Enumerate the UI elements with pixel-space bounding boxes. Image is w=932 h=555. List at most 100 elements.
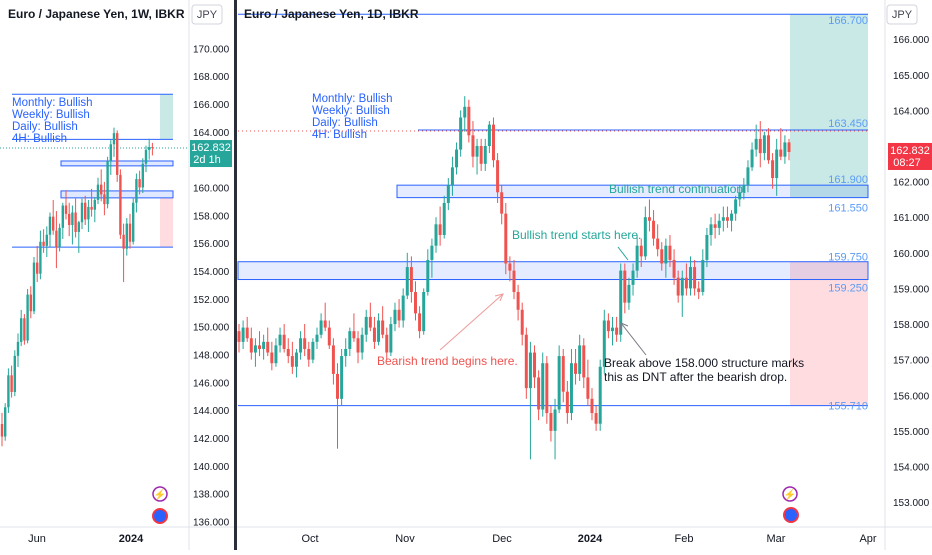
daily-candle-body [410,267,413,292]
daily-candle-body [611,328,614,332]
weekly-candle-body [138,179,140,187]
daily-candle-body [586,377,589,398]
bullish-start-arrow [618,247,628,260]
daily-y-tick-8: 158.000 [893,320,930,331]
daily-candle-body [681,278,684,296]
daily-candle-body [451,167,454,185]
weekly-y-tick-2: 166.000 [193,100,230,111]
weekly-candle-body [1,424,3,437]
daily-level-label-4: 159.750 [828,252,868,264]
daily-candle-body [393,310,396,324]
daily-candle-body [508,264,511,271]
daily-candle-body [283,335,286,349]
daily-candle-body [439,224,442,235]
daily-bias-0: Monthly: Bullish [312,93,393,105]
daily-candle-body [344,349,347,356]
weekly-candle-body [7,375,9,407]
weekly-candle-body [71,212,73,225]
daily-bias-1: Weekly: Bullish [312,105,390,117]
daily-candle-body [525,335,528,388]
daily-candle-body [767,135,770,160]
weekly-candle-body [62,206,64,228]
weekly-candle-body [94,200,96,210]
daily-candle-body [369,317,372,328]
daily-x-tick-2: Dec [492,533,512,545]
weekly-candle-body [135,179,137,203]
daily-candle-body [303,338,306,349]
daily-candle-body [726,217,729,221]
pane-divider[interactable] [234,0,237,550]
daily-candle-body [673,260,676,278]
daily-candle-body [771,160,774,178]
weekly-candle-body [55,231,57,248]
daily-y-tick-10: 156.000 [893,391,930,402]
weekly-candles [1,128,154,447]
weekly-y-tick-10: 150.000 [193,323,230,334]
weekly-candle-body [126,224,128,249]
daily-candle-body [447,185,450,203]
daily-candle-body [279,335,282,346]
daily-candle-body [607,320,610,331]
weekly-candle-body [26,295,28,341]
daily-candle-body [685,278,688,289]
weekly-y-tick-0: 170.000 [193,44,230,55]
daily-candle-body [783,142,786,156]
weekly-candle-body [23,318,25,340]
daily-candle-body [759,139,762,153]
daily-candle-body [710,224,713,235]
daily-level-label-3: 161.550 [828,203,868,215]
daily-candle-body [664,246,667,264]
daily-candle-body [295,353,298,367]
weekly-y-tick-3: 164.000 [193,128,230,139]
weekly-event-icon[interactable] [153,509,167,523]
weekly-currency-label: JPY [197,9,218,21]
daily-event-icon[interactable] [784,508,798,522]
daily-candle-body [677,278,680,296]
weekly-y-tick-5: 160.000 [193,183,230,194]
daily-tp-zone [790,14,868,197]
weekly-last-price-value: 162.832 [191,142,231,154]
daily-candle-body [500,192,503,213]
weekly-candle-body [74,212,76,231]
annotation-bullish-start: Bullish trend starts here. [512,228,641,260]
daily-candle-body [262,342,265,349]
weekly-x-tick-0: Jun [28,533,46,545]
daily-candle-body [545,363,548,413]
daily-candle-body [599,367,602,424]
weekly-bias-1: Weekly: Bullish [12,109,90,121]
daily-candle-body [402,296,405,321]
daily-y-tick-0: 166.000 [893,35,930,46]
weekly-candle-body [30,295,32,312]
daily-x-tick-0: Oct [301,533,318,545]
daily-candle-body [746,167,749,185]
daily-candle-body [730,214,733,221]
daily-candle-body [430,246,433,260]
daily-candle-body [697,288,700,292]
daily-level-label-0: 166.700 [828,15,868,27]
weekly-candle-body [49,217,51,235]
daily-candle-body [250,338,253,352]
daily-candle-body [632,271,635,285]
daily-candle-body [332,345,335,373]
weekly-y-ticks: 170.000168.000166.000164.000162.000160.0… [193,44,230,528]
daily-candle-body [377,320,380,341]
weekly-y-tick-16: 138.000 [193,490,230,501]
break-note-line-2: this as DNT after the bearish drop. [604,370,787,384]
weekly-title: Euro / Japanese Yen, 1W, IBKR [8,7,185,21]
daily-candle-body [627,285,630,303]
bearish-arrow [440,294,503,350]
daily-candle-body [722,217,725,221]
break-note-line-1: Break above 158.000 structure marks [604,356,804,370]
daily-candle-body [315,335,318,342]
weekly-candle-body [103,194,105,204]
daily-candle-body [521,310,524,335]
daily-bias-3: 4H: Bullish [312,129,367,141]
daily-candle-body [435,224,438,245]
daily-candle-body [578,345,581,373]
weekly-candle-body [52,217,54,231]
daily-candle-body [385,335,388,353]
weekly-candle-body [81,203,83,222]
